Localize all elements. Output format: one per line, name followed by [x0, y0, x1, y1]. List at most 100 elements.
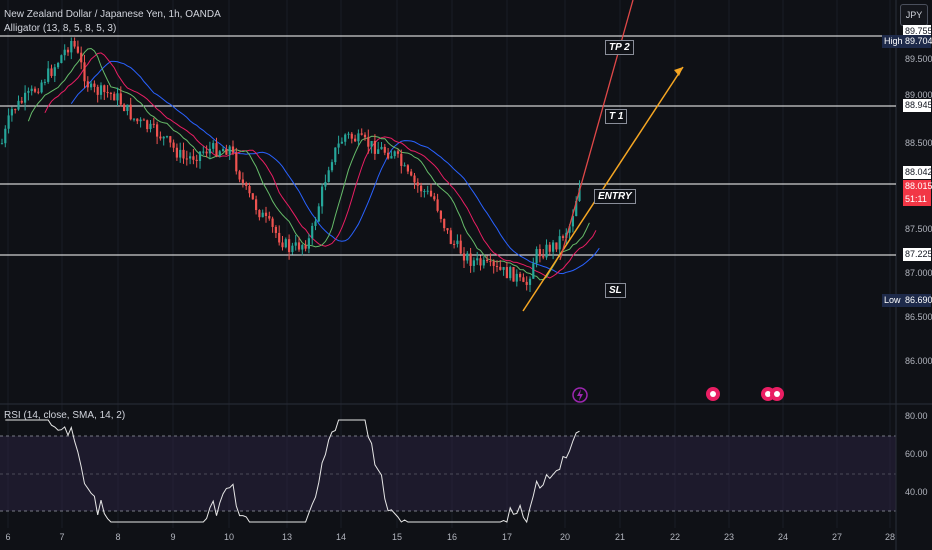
candle-body [33, 88, 37, 92]
candle-body [578, 188, 581, 201]
candle-body [175, 147, 178, 158]
candle-body [70, 40, 73, 53]
indicator-label[interactable]: Alligator (13, 8, 5, 8, 5, 3) [4, 23, 117, 34]
last-price-tag: 88.015 [903, 180, 932, 193]
economic-event-icon[interactable] [706, 387, 720, 401]
candle-body [449, 230, 452, 244]
candle-body [307, 238, 310, 249]
price-label: 86.000 [905, 356, 932, 366]
candle-body [429, 190, 433, 197]
lightning-icon[interactable] [572, 387, 588, 403]
candle-body [73, 40, 76, 47]
candle-body [109, 92, 112, 94]
candle-body [251, 193, 254, 200]
currency-button[interactable]: JPY [900, 4, 928, 26]
candle-body [80, 52, 83, 63]
candle-body [123, 104, 126, 112]
candle-body [258, 210, 261, 218]
time-label: 24 [777, 532, 789, 542]
candle-body [169, 136, 172, 143]
candle-body [479, 258, 482, 266]
candle-body [420, 185, 423, 192]
symbol-title[interactable]: New Zealand Dollar / Japanese Yen, 1h, O… [4, 9, 221, 20]
high-value-tag: 89.704 [903, 35, 932, 48]
price-label: 87.500 [905, 224, 932, 234]
low-label-tag: Low [882, 294, 903, 307]
candle-body [545, 244, 548, 258]
candle-body [264, 212, 268, 216]
candle-body [142, 119, 145, 121]
candle-body [542, 256, 545, 258]
candle-body [466, 253, 469, 261]
candle-body [317, 206, 320, 222]
candle-body [327, 170, 330, 182]
candle-body [182, 149, 185, 159]
tp2-level-tag: 89.755 [903, 25, 932, 38]
candle-body [522, 277, 525, 282]
time-label: 9 [170, 532, 176, 542]
candle-body [96, 86, 99, 95]
candle-body [261, 212, 264, 218]
economic-event-icon[interactable] [770, 387, 784, 401]
candle-body [192, 156, 195, 160]
candle-body [538, 249, 541, 257]
candle-body [330, 162, 334, 171]
candle-body [532, 263, 535, 279]
candle-body [548, 244, 551, 252]
candle-body [255, 199, 258, 211]
candle-body [66, 49, 70, 53]
candle-body [37, 91, 40, 93]
candle-body [492, 261, 495, 266]
candle-body [413, 175, 416, 183]
candle-body [426, 190, 429, 192]
high-label-tag: High [882, 35, 905, 48]
candle-body [152, 123, 155, 125]
red-trend-line[interactable] [559, 0, 634, 261]
candle-body [459, 240, 462, 254]
candle-body [390, 156, 393, 159]
candle-body [357, 133, 360, 142]
candle-body [162, 136, 165, 139]
price-label: 88.500 [905, 138, 932, 148]
t1-annotation[interactable]: T 1 [605, 109, 628, 124]
candle-body [93, 83, 96, 87]
candle-body [241, 179, 244, 183]
candle-body [10, 109, 13, 116]
time-label: 20 [559, 532, 571, 542]
candle-body [278, 232, 281, 243]
candle-body [367, 137, 370, 147]
rsi-axis-label: 40.00 [905, 487, 928, 497]
candle-body [519, 273, 522, 278]
candle-body [363, 134, 367, 138]
candle-body [505, 267, 508, 279]
candle-body [50, 68, 53, 76]
time-label: 13 [281, 532, 293, 542]
candle-body [406, 165, 409, 172]
sl-annotation[interactable]: SL [605, 283, 626, 298]
candle-body [291, 245, 294, 253]
candle-body [453, 243, 456, 245]
candle-body [156, 124, 159, 137]
candle-body [416, 182, 419, 186]
candle-body [334, 147, 337, 163]
alligator-teeth-line [44, 52, 597, 279]
tp2-annotation[interactable]: TP 2 [605, 40, 634, 55]
rsi-title[interactable]: RSI (14, close, SMA, 14, 2) [4, 410, 126, 421]
candle-body [347, 133, 350, 135]
candle-body [159, 136, 162, 139]
entry-annotation[interactable]: ENTRY [594, 189, 636, 204]
candle-body [212, 143, 215, 149]
candle-body [215, 143, 218, 156]
candle-body [113, 93, 116, 101]
candle-body [561, 236, 565, 238]
candle-body [482, 259, 485, 266]
candle-body [360, 133, 363, 135]
candle-body [337, 143, 340, 148]
t1-level-tag: 88.945 [903, 99, 932, 112]
candle-body [512, 267, 515, 282]
time-label: 15 [391, 532, 403, 542]
candle-body [165, 136, 169, 138]
candle-body [340, 141, 343, 144]
candle-body [136, 118, 139, 122]
